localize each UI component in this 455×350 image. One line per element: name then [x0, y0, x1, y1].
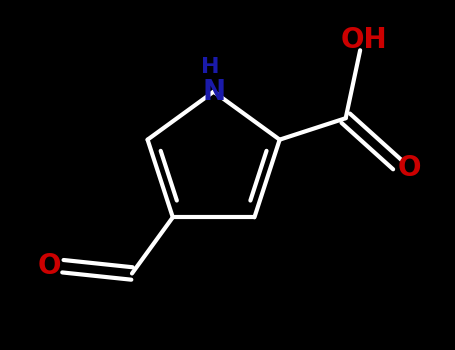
Text: OH: OH — [340, 26, 387, 54]
Text: O: O — [37, 252, 61, 280]
Text: N: N — [202, 78, 225, 106]
Text: H: H — [201, 57, 219, 77]
Text: O: O — [398, 154, 422, 182]
